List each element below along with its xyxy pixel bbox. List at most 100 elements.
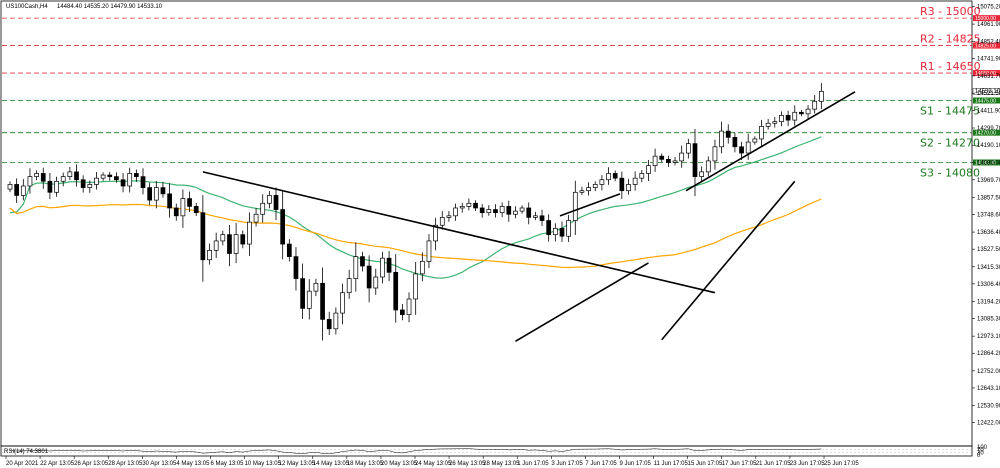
rsi-pane[interactable] (0, 445, 973, 457)
level-label: R3 - 15000 (920, 5, 981, 18)
x-tick-label: 3 Jun 17:05 (551, 461, 583, 467)
candle-up (306, 290, 312, 309)
trendlines (202, 91, 856, 343)
candle-up (87, 184, 93, 188)
candle-up (572, 191, 578, 221)
rsi-tick-label: 30 (977, 451, 984, 457)
candle-down (320, 282, 325, 320)
candle-up (772, 121, 778, 124)
candle-down (692, 143, 698, 177)
x-tick-label: 10 May 13:05 (245, 461, 282, 467)
candle-up (599, 179, 605, 185)
level-label: S1 - 14475 (920, 104, 980, 117)
x-tick-label: 28 May 13:05 (483, 461, 520, 467)
x-tick-label: 17 Jun 17:05 (722, 461, 757, 467)
candle-up (552, 228, 558, 236)
level-price-tag-text: 14080.00 (975, 160, 996, 166)
level-label: S3 - 14080 (920, 166, 980, 179)
x-tick-label: 20 May 13:05 (381, 461, 418, 467)
level-price-tag (973, 159, 1000, 166)
candle-up (253, 213, 259, 223)
candle-up (606, 173, 611, 181)
candle-down (200, 212, 206, 261)
candle-up (453, 207, 458, 217)
candle-up (499, 206, 505, 214)
trendline (661, 180, 796, 341)
candle-down (187, 198, 192, 207)
candle-up (406, 298, 412, 316)
candle-up (20, 185, 26, 196)
candle-down (493, 209, 498, 214)
y-tick-label: 14961.90 (977, 22, 1000, 28)
candle-up (100, 174, 106, 179)
candle-down (546, 220, 552, 236)
candle-up (586, 187, 591, 192)
level-label: R1 - 14650 (920, 60, 981, 73)
y-tick-label: 12530.90 (977, 404, 1000, 410)
y-tick-label: 12422.00 (977, 421, 1000, 427)
candle-down (326, 319, 332, 330)
candle-up (579, 190, 585, 193)
candle-down (134, 173, 139, 177)
x-tick-label: 18 May 13:05 (347, 461, 384, 467)
candle-up (466, 202, 472, 207)
candle-down (785, 115, 791, 121)
level-price-tag (973, 70, 1000, 77)
chart-ohlc: 14484.40 14535.20 14479.90 14533.10 (57, 4, 163, 10)
y-tick-label: 13748.60 (977, 212, 1000, 218)
x-tick-label: 21 Jun 17:05 (756, 461, 791, 467)
candle-down (506, 206, 512, 215)
candle-up (373, 276, 379, 289)
candle-up (313, 282, 319, 292)
candle-up (699, 171, 704, 177)
x-tick-label: 25 Jun 17:05 (824, 461, 859, 467)
candle-down (280, 209, 286, 245)
candle-up (346, 278, 352, 294)
level-price-tag-text: 14270.00 (975, 130, 996, 136)
candle-up (685, 143, 691, 154)
x-tick-label: 20 Apr 2021 (6, 461, 39, 467)
level-price-tag (973, 15, 1000, 22)
x-tick-label: 24 May 13:05 (415, 461, 452, 467)
candle-down (167, 193, 172, 209)
x-tick-label: 15 Jun 17:05 (688, 461, 723, 467)
x-tick-label: 1 Jun 17:05 (517, 461, 549, 467)
candle-up (792, 111, 798, 121)
y-tick-label: 14521.50 (977, 91, 1000, 97)
candle-down (80, 179, 86, 188)
level-price-tag (973, 129, 1000, 136)
candle-down (40, 173, 46, 182)
y-tick-label: 14631.70 (977, 74, 1000, 80)
y-tick-label: 14080.00 (977, 160, 1000, 166)
candle-up (805, 108, 811, 115)
candle-up (513, 210, 518, 215)
candle-down (559, 228, 565, 237)
candle-up (67, 171, 73, 177)
trendline (685, 91, 856, 192)
y-tick-label: 14411.90 (977, 108, 1000, 114)
candle-up (7, 184, 13, 190)
candle-down (725, 130, 731, 138)
x-tick-label: 12 May 13:05 (279, 461, 316, 467)
candle-down (14, 184, 20, 196)
candle-down (739, 146, 744, 154)
y-tick-label: 14190.10 (977, 143, 1000, 149)
y-tick-label: 13415.30 (977, 265, 1000, 271)
candle-down (612, 173, 618, 179)
candle-up (566, 220, 571, 237)
candle-down (526, 207, 532, 218)
candle-up (34, 173, 39, 177)
candle-down (47, 180, 53, 193)
chart-symbol: US100Cash,H4 (6, 4, 48, 10)
candle-down (74, 171, 79, 181)
ma-slow-line (9, 198, 822, 269)
y-tick-label: 14299.70 (977, 126, 1000, 132)
x-tick-label: 22 Apr 13:05 (40, 461, 75, 467)
candle-down (539, 215, 545, 221)
trendline (559, 193, 621, 217)
level-label: S2 - 14270 (920, 137, 980, 150)
candle-up (340, 292, 345, 314)
